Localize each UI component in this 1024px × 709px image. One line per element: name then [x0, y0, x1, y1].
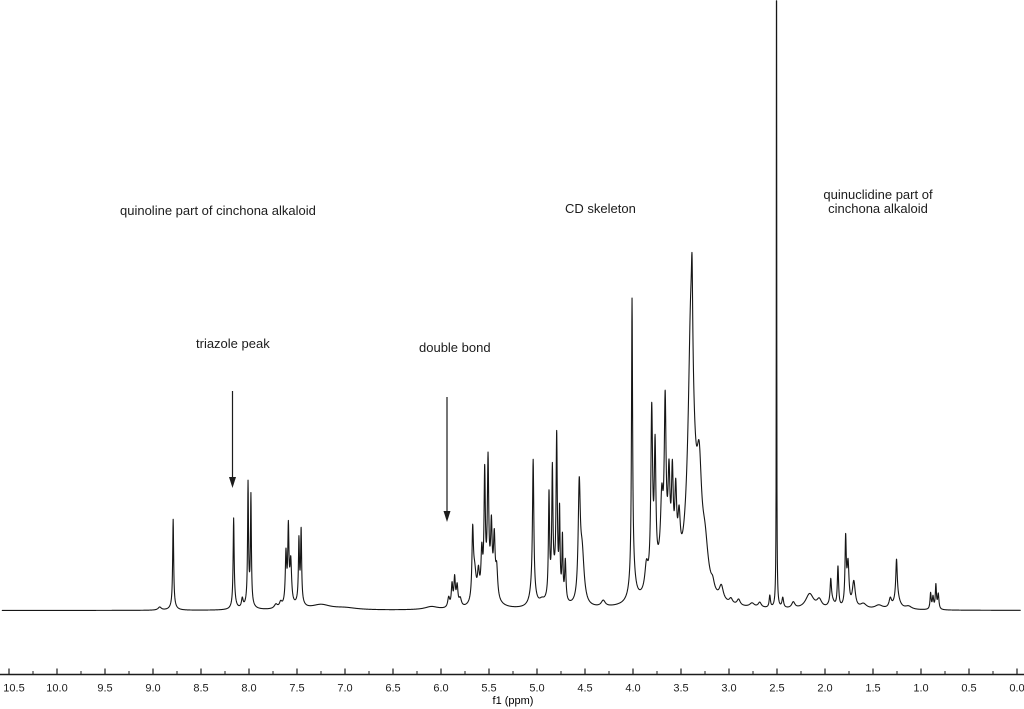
x-axis-tick-label: 1.0 — [913, 683, 928, 695]
x-axis-tick-label: 8.0 — [241, 683, 256, 695]
annotation-cd-skeleton-label: CD skeleton — [565, 201, 636, 216]
x-axis-tick-label: 5.0 — [529, 683, 544, 695]
annotation-triazole-label: triazole peak — [196, 336, 270, 351]
x-axis-tick-label: 9.5 — [97, 683, 112, 695]
x-axis-tick-label: 6.5 — [385, 683, 400, 695]
x-axis-tick-label: 3.0 — [721, 683, 736, 695]
annotation-arrows — [229, 391, 451, 522]
x-axis-tick-label: 0.5 — [961, 683, 976, 695]
x-axis-tick-label: 1.5 — [865, 683, 880, 695]
x-axis-tick-label: 9.0 — [145, 683, 160, 695]
x-axis-tick-label: 10.5 — [3, 683, 24, 695]
annotation-quinuclidine-label: quinuclidine part of cinchona alkaloid — [823, 187, 933, 216]
x-axis: 10.5 10.0 9.5 9.0 8.5 8.0 7.5 7.0 6.5 6.0 5.5 5.0 4.… — [0, 668, 1024, 707]
x-axis-tick-label: 4.0 — [625, 683, 640, 695]
spectrum-trace — [1, 0, 1021, 611]
x-axis-tick-label: 2.0 — [817, 683, 832, 695]
x-axis-tick-label: 7.0 — [337, 683, 352, 695]
triazole-arrow — [229, 391, 236, 488]
x-axis-tick-label: 10.0 — [46, 683, 67, 695]
annotation-quinoline-label: quinoline part of cinchona alkaloid — [120, 203, 316, 218]
x-axis-tick-label: 2.5 — [769, 683, 784, 695]
double-bond-arrow — [443, 397, 451, 522]
x-axis-tick-label: 3.5 — [673, 683, 688, 695]
annotation-double-bond-label: double bond — [419, 340, 491, 355]
x-axis-title: f1 (ppm) — [493, 695, 534, 707]
x-axis-tick-label: 8.5 — [193, 683, 208, 695]
x-axis-tick-label: 5.5 — [481, 683, 496, 695]
x-axis-tick-labels: 10.5 10.0 9.5 9.0 8.5 8.0 7.5 7.0 6.5 6.0 5.5 5.0 4.… — [3, 683, 1024, 695]
x-axis-tick-label: 0.0 — [1009, 683, 1024, 695]
x-axis-tick-label: 4.5 — [577, 683, 592, 695]
x-axis-tick-label: 6.0 — [433, 683, 448, 695]
x-axis-tick-label: 7.5 — [289, 683, 304, 695]
x-axis-ticks — [8, 668, 1018, 675]
